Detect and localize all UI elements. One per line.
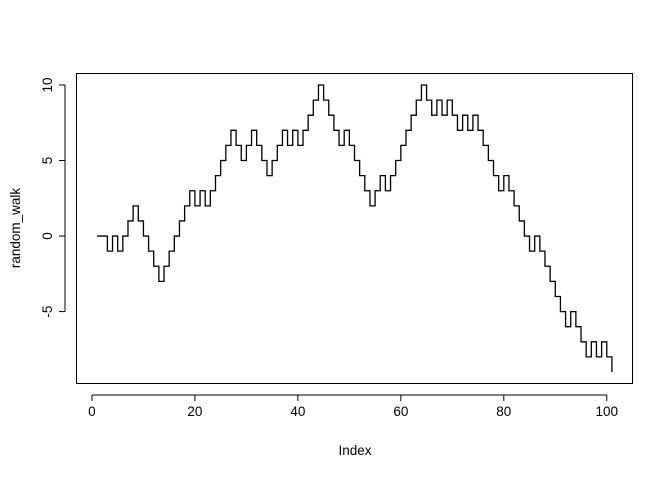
- plot-box: [76, 73, 633, 384]
- y-axis-label: random_walk: [8, 188, 23, 269]
- y-axis: -5 0 5 10: [40, 77, 66, 318]
- random-walk-step-line: [97, 84, 613, 373]
- x-tick-label: 0: [88, 404, 96, 419]
- x-tick-label: 20: [187, 404, 202, 419]
- x-tick-label: 60: [393, 404, 408, 419]
- x-tick-label: 80: [496, 404, 511, 419]
- x-axis-label: Index: [338, 443, 371, 458]
- y-tick-label: -5: [40, 306, 55, 318]
- x-axis: 0 20 40 60 80 100: [88, 394, 618, 419]
- y-tick-label: 5: [40, 157, 55, 165]
- y-tick-label: 0: [40, 232, 55, 240]
- x-tick-label: 100: [595, 404, 618, 419]
- y-tick-label: 10: [40, 77, 55, 92]
- x-tick-label: 40: [290, 404, 305, 419]
